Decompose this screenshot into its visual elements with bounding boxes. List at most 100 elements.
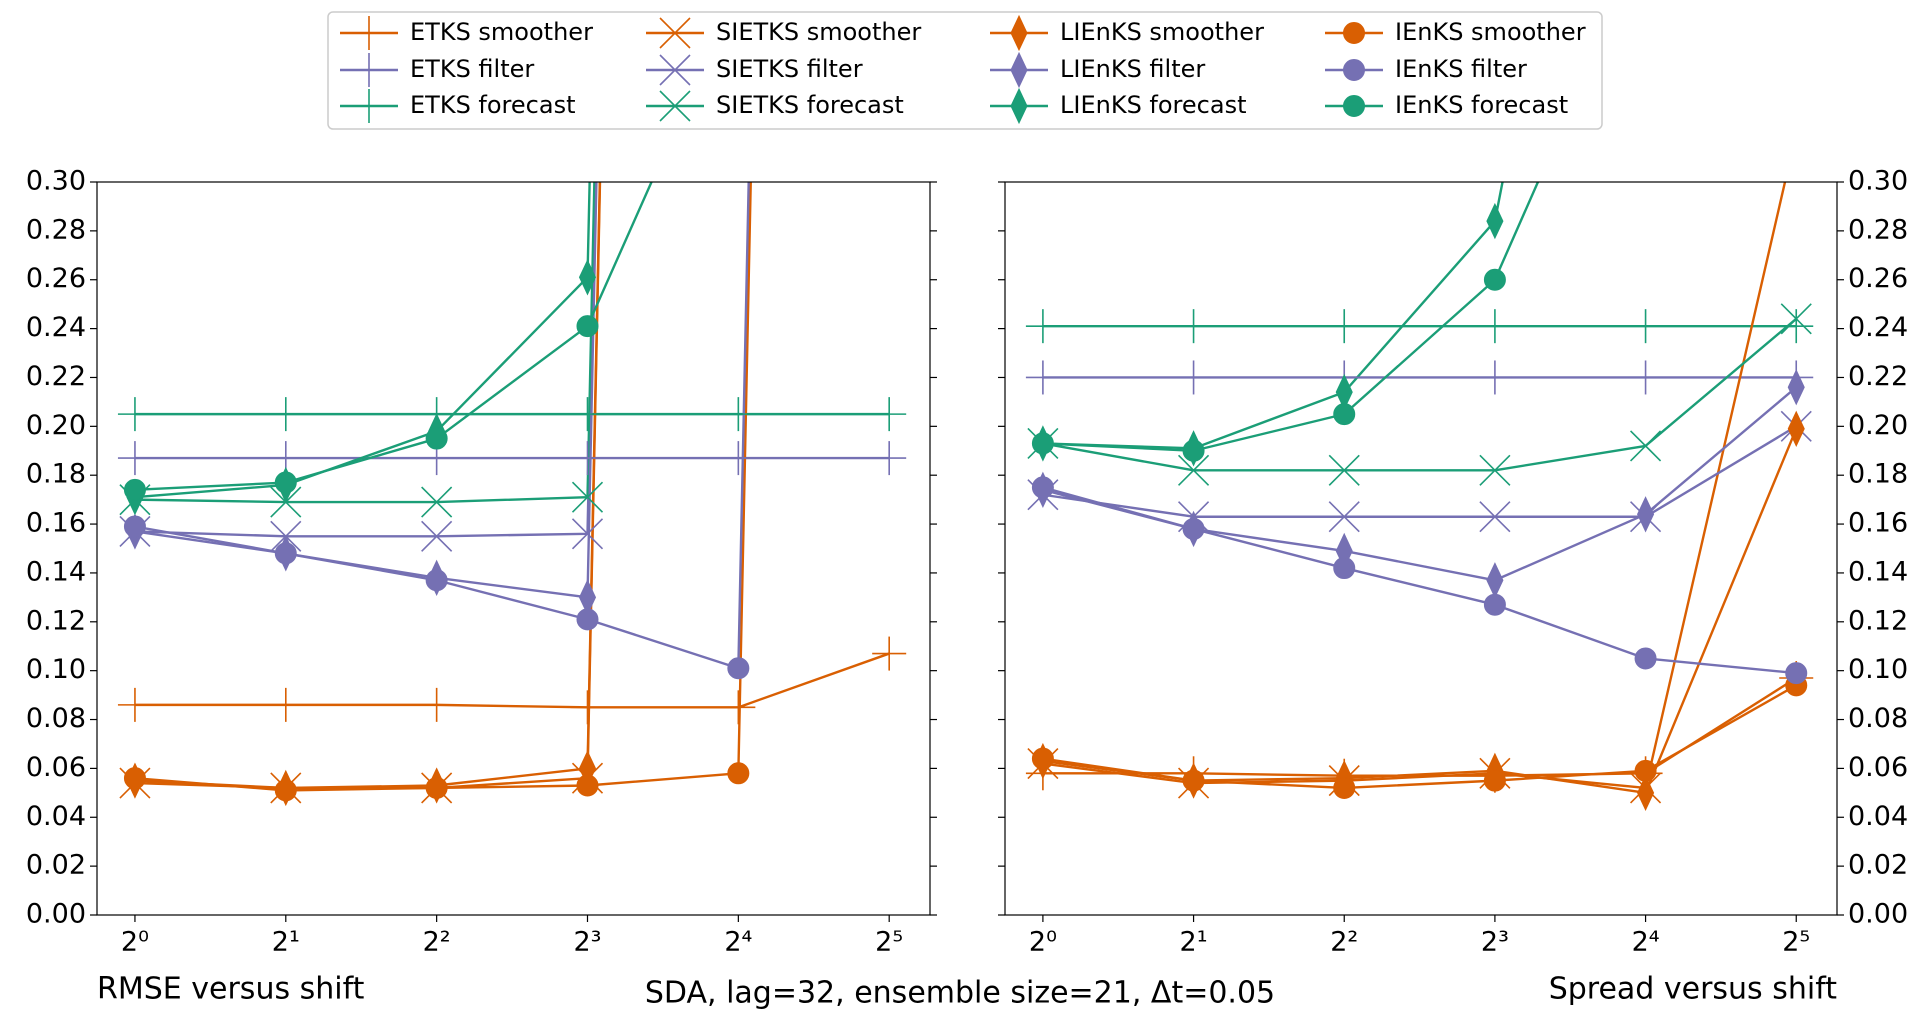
marker: [571, 481, 604, 513]
marker-shape: [1634, 759, 1657, 782]
marker: [1176, 360, 1211, 395]
marker-stroke: [1479, 501, 1511, 533]
legend-item: LIEnKS filter: [990, 51, 1205, 89]
marker: [1630, 430, 1662, 462]
marker-shape: [425, 569, 448, 592]
y-tick-label: 0.22: [26, 361, 86, 392]
marker-shape: [1483, 593, 1506, 616]
marker-shape: [1634, 647, 1657, 670]
marker: [1634, 759, 1657, 782]
marker: [1477, 360, 1512, 395]
marker: [274, 471, 297, 494]
marker: [576, 315, 599, 338]
y-tick-label: 0.10: [1848, 654, 1908, 685]
marker: [1477, 309, 1512, 344]
y-tick-label: 0.04: [1848, 801, 1908, 832]
legend-label: ETKS smoother: [410, 18, 593, 46]
marker-shape: [1333, 776, 1356, 799]
marker: [117, 397, 152, 432]
marker-shape: [274, 542, 297, 565]
series-line: [1042, 182, 1787, 790]
marker: [578, 259, 597, 296]
plot-area: [117, 182, 907, 807]
legend-item: SIETKS smoother: [646, 17, 921, 49]
series-line: [1042, 182, 1540, 452]
plot-frame: [1004, 181, 1838, 916]
marker: [1780, 303, 1812, 335]
marker: [117, 441, 152, 476]
x-tick-label: 2⁰: [121, 927, 149, 958]
marker: [1010, 51, 1028, 89]
marker-stroke: [1630, 430, 1662, 462]
y-tick-label: 0.08: [26, 703, 86, 734]
marker: [1483, 769, 1506, 792]
marker: [268, 397, 303, 432]
series-line: [1042, 386, 1798, 582]
marker-shape: [1182, 769, 1205, 792]
y-tick-label: 0.16: [26, 508, 86, 539]
marker: [1483, 593, 1506, 616]
x-tick-label: 2²: [423, 927, 451, 958]
marker: [721, 441, 756, 476]
y-tick-label: 0.12: [1848, 605, 1908, 636]
marker: [123, 515, 146, 538]
marker: [425, 776, 448, 799]
marker: [571, 518, 604, 550]
y-tick-label: 0.02: [26, 850, 86, 881]
marker-shape: [576, 315, 599, 338]
x-tick-label: 2⁰: [1029, 927, 1057, 958]
marker-stroke: [659, 17, 691, 49]
marker: [1031, 476, 1054, 499]
marker-stroke: [1479, 454, 1511, 486]
marker: [1343, 95, 1365, 117]
y-tick-label: 0.00: [1848, 899, 1908, 930]
marker-shape: [274, 779, 297, 802]
y-tick-label: 0.30: [1848, 166, 1908, 197]
marker: [1486, 562, 1504, 599]
marker: [1787, 369, 1805, 406]
marker: [570, 690, 605, 725]
marker-shape: [1343, 22, 1365, 44]
y-tick-label: 0.16: [1848, 508, 1908, 539]
marker: [1333, 776, 1356, 799]
series-line: [134, 182, 591, 499]
marker: [1787, 410, 1805, 447]
legend-label: SIETKS forecast: [716, 91, 904, 119]
marker: [570, 441, 605, 476]
marker: [1637, 496, 1655, 533]
x-tick-label: 2³: [573, 927, 601, 958]
marker: [1182, 439, 1205, 462]
marker-shape: [274, 471, 297, 494]
marker-shape: [1182, 517, 1205, 540]
marker: [274, 779, 297, 802]
marker: [352, 89, 386, 123]
marker-shape: [1343, 95, 1365, 117]
marker-shape: [1483, 769, 1506, 792]
legend-label: IEnKS forecast: [1395, 91, 1568, 119]
marker-shape: [1486, 202, 1504, 240]
series-line: [1042, 425, 1797, 518]
marker-shape: [1031, 432, 1054, 455]
marker: [1781, 118, 1811, 148]
legend-box: [327, 11, 1603, 130]
marker: [576, 608, 599, 631]
marker: [1178, 454, 1210, 486]
legend-label: LIEnKS filter: [1060, 55, 1205, 83]
y-tick-label: 0.26: [26, 263, 86, 294]
marker-shape: [1637, 496, 1655, 533]
marker-shape: [1483, 268, 1506, 291]
marker-shape: [576, 608, 599, 631]
legend-item: ETKS smoother: [340, 16, 593, 50]
marker: [1010, 14, 1028, 52]
series-line: [1042, 317, 1798, 472]
y-tick-label: 0.28: [26, 214, 86, 245]
marker: [1010, 87, 1028, 125]
marker-stroke: [1328, 501, 1360, 533]
series-line: [134, 182, 752, 792]
marker: [659, 17, 691, 49]
marker: [576, 774, 599, 797]
marker: [1634, 647, 1657, 670]
marker: [352, 53, 386, 87]
marker: [659, 54, 691, 86]
